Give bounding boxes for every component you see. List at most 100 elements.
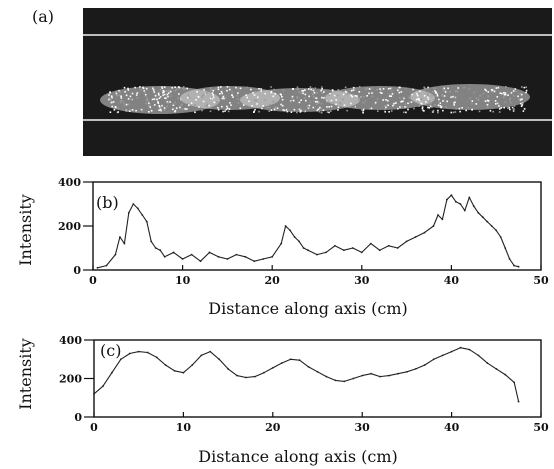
glow-speckle bbox=[245, 94, 247, 96]
glow-speckle bbox=[155, 97, 158, 100]
glow-speckle bbox=[201, 96, 203, 98]
glow-speckle bbox=[122, 100, 124, 102]
glow-speckle bbox=[135, 94, 138, 96]
glow-speckle bbox=[308, 104, 311, 107]
glow-speckle bbox=[381, 92, 383, 94]
glow-speckle bbox=[111, 105, 114, 108]
glow-speckle bbox=[393, 102, 395, 105]
panel-b-label: (b) bbox=[96, 193, 119, 212]
glow-speckle bbox=[344, 90, 347, 93]
glow-speckle bbox=[156, 98, 158, 101]
glow-speckle bbox=[226, 105, 228, 108]
glow-speckle bbox=[213, 101, 215, 103]
panel-a-image bbox=[83, 8, 552, 156]
data-point bbox=[379, 375, 381, 378]
glow-speckle bbox=[236, 94, 238, 97]
glow-speckle bbox=[120, 100, 122, 102]
glow-speckle bbox=[251, 105, 253, 107]
glow-speckle bbox=[428, 107, 431, 109]
glow-speckle bbox=[321, 86, 323, 88]
glow-speckle bbox=[145, 87, 148, 90]
data-point bbox=[405, 240, 408, 243]
glow-speckle bbox=[304, 97, 306, 100]
glow-speckle bbox=[181, 108, 183, 111]
glow-speckle bbox=[508, 106, 510, 109]
glow-speckle bbox=[326, 101, 329, 103]
glow-speckle bbox=[385, 99, 387, 101]
glow-speckle bbox=[379, 88, 381, 90]
glow-speckle bbox=[346, 93, 348, 96]
glow-speckle bbox=[390, 90, 393, 92]
glow-speckle bbox=[522, 103, 524, 105]
x-tick-label: 30 bbox=[355, 421, 371, 434]
glow-speckle bbox=[211, 92, 214, 94]
glow-speckle bbox=[158, 106, 161, 108]
glow-speckle bbox=[484, 88, 486, 91]
data-point bbox=[423, 364, 426, 366]
glow-speckle bbox=[209, 110, 212, 113]
glow-speckle bbox=[385, 106, 387, 109]
glow-speckle bbox=[330, 110, 332, 112]
glow-speckle bbox=[142, 87, 145, 90]
glow-speckle bbox=[220, 90, 223, 93]
plot-frame bbox=[92, 181, 542, 271]
glow-speckle bbox=[333, 94, 336, 97]
glow-speckle bbox=[290, 111, 293, 113]
glow-speckle bbox=[212, 94, 214, 96]
glow-speckle bbox=[454, 111, 457, 113]
glow-speckle bbox=[513, 108, 515, 110]
data-point bbox=[93, 393, 95, 395]
data-point bbox=[209, 350, 212, 353]
glow-speckle bbox=[152, 89, 155, 91]
glow-speckle bbox=[521, 98, 523, 100]
glow-speckle bbox=[174, 110, 176, 113]
glow-speckle bbox=[490, 89, 493, 91]
glow-speckle bbox=[228, 108, 231, 110]
glow-speckle bbox=[166, 93, 169, 96]
panel-c-xlabel: Distance along axis (cm) bbox=[198, 447, 397, 466]
glow-speckle bbox=[113, 109, 116, 111]
glow-speckle bbox=[328, 94, 331, 96]
glow-speckle bbox=[492, 90, 495, 92]
glow-speckle bbox=[369, 107, 371, 110]
glow-speckle bbox=[137, 91, 140, 94]
glow-speckle bbox=[174, 101, 177, 104]
glow-speckle bbox=[368, 92, 370, 95]
glow-speckle bbox=[503, 96, 505, 98]
glow-speckle bbox=[456, 90, 459, 93]
data-point bbox=[351, 247, 354, 249]
glow-speckle bbox=[405, 111, 407, 114]
glow-speckle bbox=[296, 88, 298, 90]
glow-speckle bbox=[509, 108, 511, 111]
glow-speckle bbox=[421, 107, 424, 110]
glow-speckle bbox=[306, 104, 309, 107]
glow-speckle bbox=[484, 100, 487, 102]
glow-speckle bbox=[519, 102, 522, 105]
data-point bbox=[236, 374, 238, 377]
data-point bbox=[235, 253, 238, 256]
glow-speckle bbox=[410, 101, 413, 103]
glow-speckle bbox=[187, 96, 189, 99]
glow-speckle bbox=[337, 89, 339, 91]
glow-speckle bbox=[149, 106, 151, 108]
panel-c-chart: Intensity (c) Distance along axis (cm) 0… bbox=[16, 334, 549, 466]
glow-speckle bbox=[523, 86, 526, 89]
glow-speckle bbox=[174, 86, 176, 88]
glow-speckle bbox=[494, 100, 497, 102]
glow-speckle bbox=[246, 86, 248, 89]
data-point bbox=[137, 350, 140, 353]
glow-speckle bbox=[272, 100, 275, 103]
glow-speckle bbox=[239, 107, 242, 110]
glow-speckle bbox=[490, 91, 493, 93]
glow-speckle bbox=[469, 97, 471, 100]
glow-speckle bbox=[497, 103, 500, 105]
glow-speckle bbox=[328, 106, 330, 108]
glow-speckle bbox=[196, 91, 198, 93]
glow-speckle bbox=[434, 87, 436, 90]
glow-speckle bbox=[512, 109, 515, 111]
glow-speckle bbox=[109, 96, 111, 99]
glow-speckle bbox=[215, 102, 217, 104]
data-point bbox=[146, 351, 149, 354]
glow-speckle bbox=[174, 109, 177, 112]
glow-speckle bbox=[210, 97, 212, 100]
